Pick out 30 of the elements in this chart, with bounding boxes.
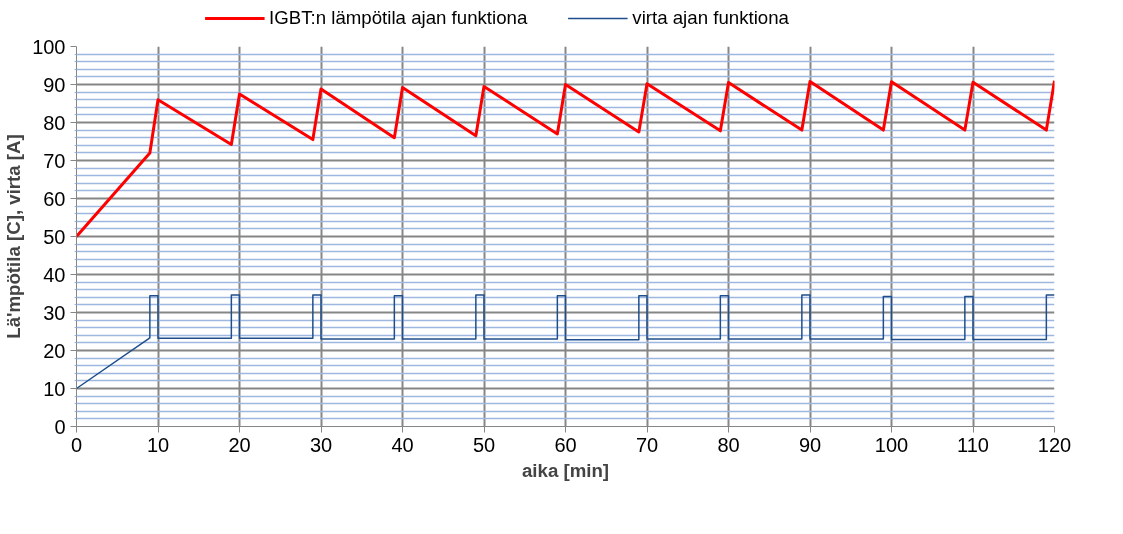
x-tick-label: 10 <box>146 433 170 456</box>
x-tick-label: 40 <box>391 433 414 456</box>
x-tick-label: 80 <box>717 433 740 456</box>
y-tick-label: 90 <box>43 73 66 96</box>
y-tick-label: 70 <box>43 149 66 172</box>
y-tick-label: 0 <box>54 415 66 438</box>
x-tick-label: 90 <box>798 433 822 456</box>
x-tick-label: 60 <box>554 433 577 456</box>
y-tick-label: 50 <box>43 225 66 248</box>
y-tick-label: 80 <box>43 111 66 134</box>
y-tick-label: 20 <box>43 339 66 362</box>
y-tick-label: 10 <box>43 377 66 400</box>
x-tick-label: 120 <box>1037 433 1072 456</box>
x-tick-label: 0 <box>70 433 83 456</box>
x-tick-label: 110 <box>957 433 989 456</box>
y-tick-label: 60 <box>43 187 66 210</box>
x-axis-title: aika [min] <box>521 459 610 481</box>
y-axis-title: Lä'mpötila [C], virta [A] <box>3 134 25 339</box>
x-tick-label: 30 <box>309 433 333 456</box>
x-tick-label: 50 <box>472 433 496 456</box>
line-series <box>76 294 1055 390</box>
x-tick-label: 100 <box>874 433 909 456</box>
x-tick-label: 20 <box>228 433 251 456</box>
y-tick-label: 100 <box>32 35 66 58</box>
legend-label: virta ajan funktiona <box>632 7 789 29</box>
x-tick-label: 70 <box>635 433 659 456</box>
legend-label: IGBT:n lämpötila ajan funktiona <box>269 7 528 29</box>
line-series <box>76 79 1055 238</box>
y-tick-label: 30 <box>43 301 66 324</box>
y-tick-label: 40 <box>43 263 66 286</box>
